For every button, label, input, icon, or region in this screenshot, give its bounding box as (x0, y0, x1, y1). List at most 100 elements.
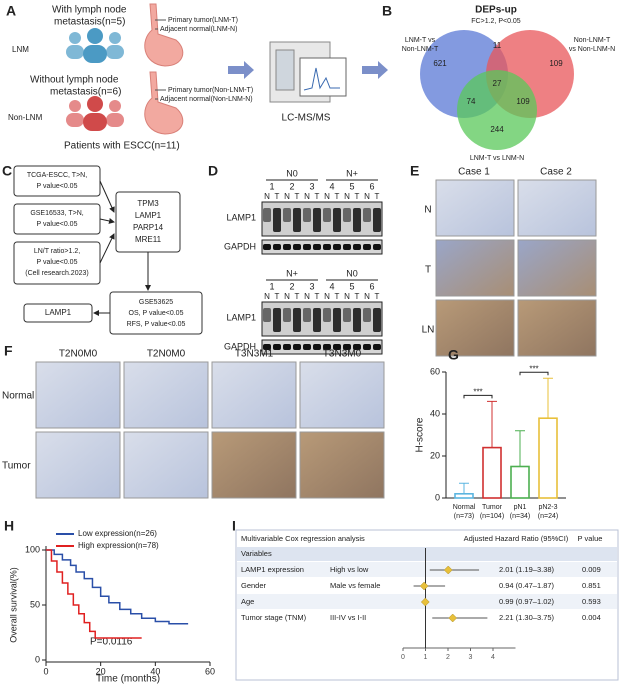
label: 0.009 (582, 565, 601, 574)
label: N (344, 192, 350, 201)
label: P value<0.05 (37, 183, 78, 190)
label: PARP14 (133, 223, 164, 232)
x-tick-label: (n=24) (538, 513, 558, 520)
x-tick-label: 2 (446, 654, 450, 661)
label: T3N3M0 (323, 349, 362, 360)
x-tick-label: Normal (453, 504, 476, 511)
band (263, 208, 271, 222)
label: 0.94 (0.47–1.87) (499, 581, 555, 590)
ihc-image (299, 361, 385, 429)
label: T (295, 292, 300, 301)
label: Primary tumor(LNM-T) (168, 17, 238, 24)
label: 0.004 (582, 613, 601, 622)
label: 2.01 (1.19–3.38) (499, 565, 555, 574)
band (303, 308, 311, 322)
label: Case 1 (458, 167, 490, 178)
label: N (284, 192, 290, 201)
band (273, 208, 281, 232)
label: N (364, 292, 370, 301)
label: vs Non-LNM-N (569, 46, 615, 53)
error-bar (515, 430, 525, 467)
panel-label: F (4, 343, 13, 359)
band (273, 344, 281, 350)
venn-count: 74 (467, 97, 476, 106)
label: TPM3 (137, 199, 159, 208)
ihc-image (517, 299, 597, 357)
label: GAPDH (224, 341, 256, 351)
ihc-image (517, 239, 597, 297)
x-tick-label: 20 (96, 666, 106, 676)
band (303, 244, 311, 250)
band (263, 344, 271, 350)
label: 5 (349, 281, 354, 291)
label: T (425, 265, 431, 276)
band (293, 208, 301, 232)
band (323, 344, 331, 350)
label: Adjacent normal(Non-LNM-N) (160, 96, 253, 103)
label: P value<0.05 (37, 259, 78, 266)
label: Normal (2, 391, 34, 402)
label: 4 (329, 181, 334, 191)
label: 5 (349, 181, 354, 191)
legend-label: Low expression(n=26) (78, 529, 157, 538)
label: 2 (289, 181, 294, 191)
label: Multivariable Cox regression analysis (241, 534, 365, 543)
band (343, 308, 351, 322)
survival-curve (46, 549, 189, 625)
band (313, 208, 321, 232)
significance-bracket (519, 371, 549, 376)
ihc-image (435, 239, 515, 297)
ihc-image (211, 361, 297, 429)
label: LNM (12, 45, 29, 54)
axis-label: H-score (415, 417, 426, 452)
bar (538, 417, 558, 499)
panel-label: E (410, 163, 419, 179)
label: T (355, 192, 360, 201)
label: T3N3M1 (235, 349, 274, 360)
label: N (304, 192, 310, 201)
label: Case 2 (540, 167, 572, 178)
label: Without lymph node (30, 75, 119, 86)
label: N (324, 292, 330, 301)
hr-marker (443, 565, 453, 575)
bar (482, 446, 502, 499)
label: RFS, P value<0.05 (127, 321, 186, 328)
ihc-image (211, 431, 297, 499)
label: GSE16533, T>N, (30, 210, 83, 217)
band (353, 208, 361, 232)
label: 0.99 (0.97–1.02) (499, 597, 555, 606)
label: 3 (309, 281, 314, 291)
label: N+ (286, 268, 298, 278)
band (363, 244, 371, 250)
label: Non-LNM-T (402, 46, 439, 53)
band (283, 208, 291, 222)
ihc-image (435, 179, 515, 237)
label: DEPs-up (475, 5, 517, 16)
label: N (324, 192, 330, 201)
label: 0.593 (582, 597, 601, 606)
x-tick-label: (n=73) (454, 513, 474, 520)
label: Patients with ESCC(n=11) (64, 141, 180, 152)
y-tick-label: 50 (30, 599, 40, 609)
stomach-icons (144, 3, 184, 135)
label: LN (422, 325, 435, 336)
venn-count: 109 (516, 97, 530, 106)
label: LNM-T vs (405, 37, 436, 44)
band (353, 308, 361, 332)
band (343, 244, 351, 250)
blot (261, 239, 383, 255)
blot (261, 201, 383, 237)
panel-label: H (4, 518, 14, 534)
error-bar (543, 377, 553, 419)
label: T (295, 192, 300, 201)
label: 0.851 (582, 581, 601, 590)
label: T (355, 292, 360, 301)
arrows (228, 61, 388, 79)
y-tick-label: 60 (430, 366, 440, 376)
label: TCGA-ESCC, T>N, (27, 172, 87, 179)
bar (454, 492, 474, 499)
venn-count: 621 (433, 59, 447, 68)
label: Adjusted Hazard Ratio (95%CI) (464, 534, 569, 543)
label: Age (241, 597, 254, 606)
blot (261, 301, 383, 337)
